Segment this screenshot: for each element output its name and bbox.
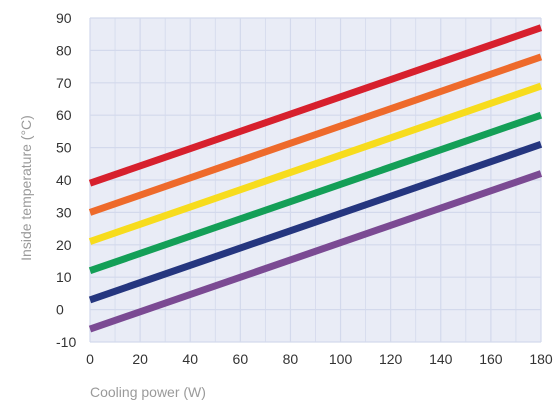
x-tick-label: 180 xyxy=(529,351,553,367)
series-layer xyxy=(88,24,543,333)
x-tick-label: 140 xyxy=(429,351,453,367)
x-tick-label: 80 xyxy=(283,351,299,367)
x-tick-label: 120 xyxy=(379,351,403,367)
y-tick-label: 0 xyxy=(56,302,64,318)
series-line-4 xyxy=(88,111,543,275)
y-tick-label: 90 xyxy=(56,10,72,26)
y-tick-label: 40 xyxy=(56,172,72,188)
series-line-6 xyxy=(88,170,543,333)
y-tick-label: 60 xyxy=(56,107,72,123)
y-axis-label: Inside temperature (°C) xyxy=(18,115,34,261)
y-tick-label: 50 xyxy=(56,140,72,156)
x-tick-label: 160 xyxy=(479,351,503,367)
y-tick-label: 20 xyxy=(56,237,72,253)
series-line-1 xyxy=(88,24,543,187)
y-tick-label: 70 xyxy=(56,75,72,91)
series-line-2 xyxy=(88,53,543,216)
series-line-5 xyxy=(88,141,543,304)
y-axis-ticks: 90 80 70 60 50 40 30 20 10 0 -10 xyxy=(56,10,76,350)
x-tick-label: 40 xyxy=(182,351,198,367)
x-axis-ticks: 0 20 40 60 80 100 120 140 160 180 xyxy=(86,351,553,367)
x-axis-label: Cooling power (W) xyxy=(90,384,206,400)
series-line-3 xyxy=(88,82,543,245)
y-tick-label: -10 xyxy=(56,334,76,350)
x-tick-label: 20 xyxy=(132,351,148,367)
y-tick-label: 80 xyxy=(56,42,72,58)
y-tick-label: 10 xyxy=(56,269,72,285)
x-tick-label: 60 xyxy=(233,351,249,367)
y-tick-label: 30 xyxy=(56,204,72,220)
x-tick-label: 100 xyxy=(329,351,353,367)
grid xyxy=(89,17,542,343)
x-tick-label: 0 xyxy=(86,351,94,367)
